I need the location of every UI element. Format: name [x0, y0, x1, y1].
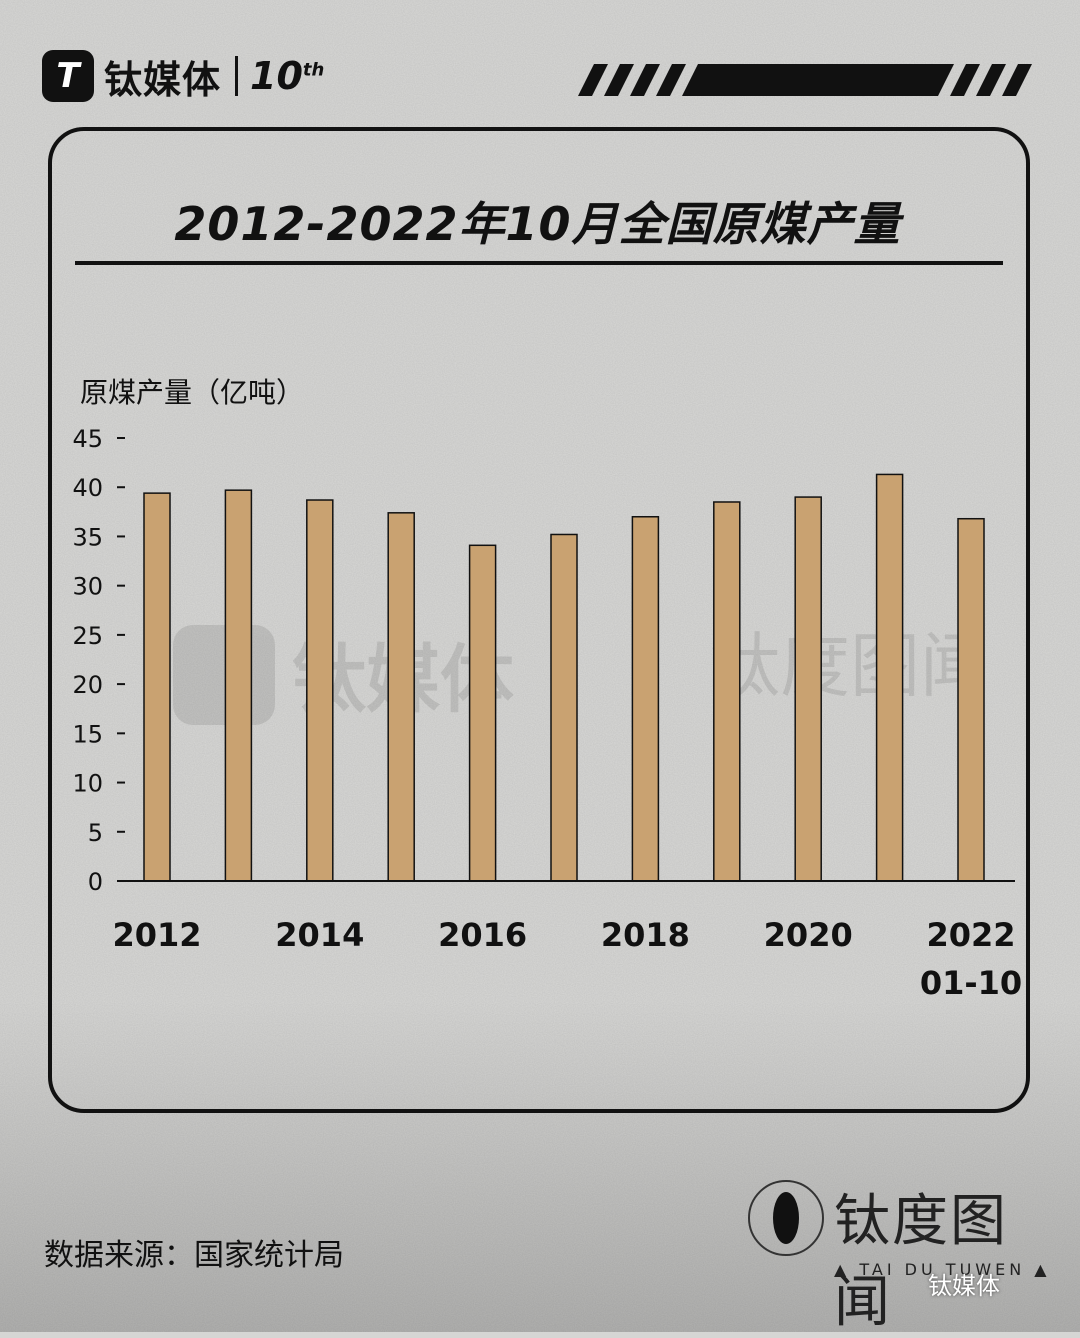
y-tick-label: 0: [88, 868, 103, 896]
tuwen-subtitle: ▲ TAI DU TUWEN ▲: [834, 1260, 1051, 1279]
chart-card: [48, 127, 1030, 1113]
tuwen-watermark: 钛度图闻 ▲ TAI DU TUWEN ▲: [748, 1180, 1058, 1335]
anniversary-number: 10: [250, 54, 303, 98]
y-tick-label: 40: [72, 474, 103, 502]
bar-2013: [224, 489, 253, 882]
bar-2016: [468, 544, 497, 882]
eye-pupil-icon: [773, 1192, 799, 1244]
bar-2012: [143, 492, 171, 882]
bar-2018: [631, 516, 660, 882]
x-tick-label: 01-10: [920, 964, 1022, 1002]
x-tick-label: 2022: [926, 916, 1015, 954]
brand-header: T 钛媒体 10th: [42, 50, 324, 102]
brand-logo-icon: T: [42, 50, 94, 102]
brand-divider: [235, 56, 239, 96]
y-tick-label: 25: [72, 622, 103, 650]
x-tick-label: 2020: [764, 916, 853, 954]
eye-logo-icon: [748, 1180, 824, 1256]
bar-2021: [875, 473, 904, 882]
y-tick-label: 15: [72, 720, 103, 748]
chart-watermark-name: 钛度图闻: [710, 625, 990, 707]
bar-2019: [713, 501, 741, 882]
tuwen-name: 钛度图闻: [834, 1189, 1008, 1335]
x-tick-label: 2012: [112, 916, 201, 954]
y-tick-label: 30: [72, 573, 103, 601]
bar-2022-01-10: [957, 517, 985, 882]
bar-2015: [387, 512, 415, 882]
y-tick-label: 5: [88, 819, 103, 847]
bar-2020: [794, 496, 822, 882]
y-tick-label: 20: [72, 671, 103, 699]
bar-2014: [306, 499, 334, 882]
y-axis-label: 原煤产量（亿吨）: [80, 376, 304, 409]
y-tick-label: 35: [72, 523, 103, 551]
anniversary-suffix: th: [302, 59, 325, 81]
y-tick-label: 45: [72, 425, 103, 453]
decorative-stripes: [578, 64, 1032, 96]
anniversary-badge: 10th: [250, 54, 324, 98]
x-tick-label: 2016: [438, 916, 527, 954]
x-tick-label: 2014: [275, 916, 364, 954]
page-title: 2012-2022年10月全国原煤产量: [174, 197, 901, 251]
bar-chart: 钛媒体 钛度图闻 原煤产量（亿吨） 0 5 10 15 20 25 30 35 40 45 201…: [72, 376, 1022, 1002]
title-underline: [75, 261, 1003, 265]
chart-watermark: 钛媒体 钛度图闻: [173, 625, 990, 725]
brand-name: 钛媒体: [104, 57, 222, 102]
x-tick-label: 2018: [601, 916, 690, 954]
data-source-note: 数据来源：国家统计局: [44, 1238, 344, 1273]
wechat-account-label: 钛媒体: [928, 1272, 1000, 1300]
y-tick-label: 10: [72, 770, 103, 798]
bar-2017: [550, 533, 578, 882]
